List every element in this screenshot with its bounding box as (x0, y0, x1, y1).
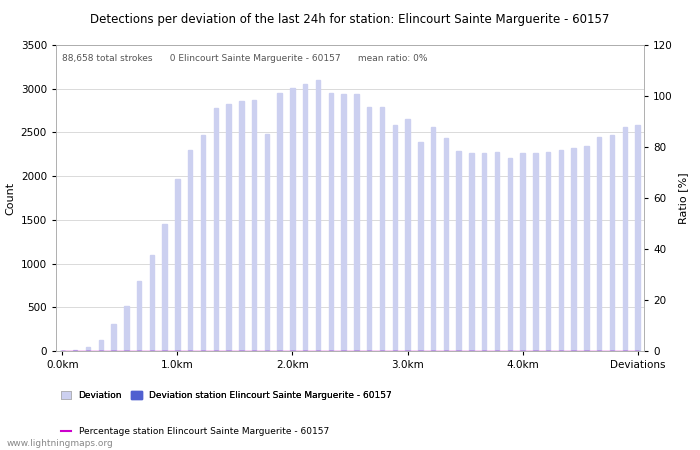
Bar (456, 151, 461, 351)
Bar (226, 104, 231, 351)
Bar (342, 94, 346, 351)
Bar (239, 101, 244, 351)
Bar (162, 224, 167, 351)
Bar (136, 281, 141, 351)
Bar (124, 306, 129, 351)
Bar (495, 152, 499, 351)
Bar (201, 135, 205, 351)
Y-axis label: Ratio [%]: Ratio [%] (678, 172, 688, 224)
Bar (430, 127, 435, 351)
Bar (328, 93, 333, 351)
Bar (367, 107, 372, 351)
Bar (290, 88, 295, 351)
Bar (265, 134, 269, 351)
Bar (622, 127, 627, 351)
Bar (546, 152, 550, 351)
Bar (99, 340, 103, 351)
Bar (214, 108, 218, 351)
Bar (469, 153, 474, 351)
Bar (252, 100, 256, 351)
Y-axis label: Count: Count (5, 181, 15, 215)
Bar (508, 158, 512, 351)
Bar (559, 150, 564, 351)
Bar (520, 153, 525, 351)
Bar (175, 179, 180, 351)
Bar (482, 153, 486, 351)
Bar (405, 119, 409, 351)
Text: www.lightningmaps.org: www.lightningmaps.org (7, 439, 113, 448)
Bar (188, 150, 193, 351)
Bar (316, 80, 321, 351)
Bar (533, 153, 538, 351)
Bar (636, 126, 640, 351)
Bar (379, 107, 384, 351)
Bar (303, 84, 307, 351)
Bar (354, 94, 358, 351)
Bar (444, 138, 448, 351)
Bar (85, 346, 90, 351)
Bar (571, 148, 576, 351)
Bar (418, 142, 423, 351)
Bar (111, 324, 116, 351)
Bar (584, 146, 589, 351)
Legend: Deviation, Deviation station Elincourt Sainte Marguerite - 60157: Deviation, Deviation station Elincourt S… (60, 392, 392, 400)
Bar (73, 350, 78, 351)
Bar (610, 135, 615, 351)
Bar (597, 137, 601, 351)
Bar (150, 255, 154, 351)
Bar (393, 126, 397, 351)
Bar (277, 93, 282, 351)
Text: 88,658 total strokes      0 Elincourt Sainte Marguerite - 60157      mean ratio:: 88,658 total strokes 0 Elincourt Sainte … (62, 54, 428, 63)
Text: Detections per deviation of the last 24h for station: Elincourt Sainte Marguerit: Detections per deviation of the last 24h… (90, 14, 610, 27)
Legend: Percentage station Elincourt Sainte Marguerite - 60157: Percentage station Elincourt Sainte Marg… (60, 428, 329, 436)
